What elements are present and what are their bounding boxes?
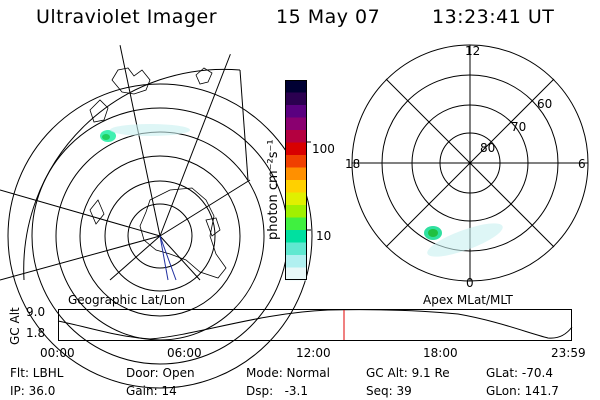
lat-label-80: 80: [480, 141, 496, 155]
altitude-xtick-0600: 06:00: [167, 346, 202, 360]
colorbar-segment: [285, 92, 307, 106]
status-gc-alt: GC Alt: 9.1 Re: [366, 366, 450, 380]
colorbar-segment: [285, 155, 307, 168]
instrument-title: Ultraviolet Imager: [36, 6, 218, 28]
altitude-xtick-1200: 12:00: [296, 346, 331, 360]
colorbar-segment: [285, 242, 307, 256]
colorbar-segment: [285, 230, 307, 243]
colorbar-segment: [285, 105, 307, 118]
status-gain: Gain: 14: [126, 384, 177, 398]
altitude-plot: [57, 309, 573, 341]
status-mode: Mode: Normal: [246, 366, 330, 380]
colorbar-segment: [285, 267, 307, 281]
altitude-xtick-2359: 23:59: [551, 346, 586, 360]
polar-panel-label: Apex MLat/MLT: [423, 293, 513, 307]
mlt-label-bottom: 0: [466, 276, 474, 290]
status-glon: GLon: 141.7: [486, 384, 559, 398]
lat-label-70: 70: [511, 120, 527, 134]
status-ip: IP: 36.0: [10, 384, 56, 398]
status-seq: Seq: 39: [366, 384, 412, 398]
polar-aurora-blob: [424, 223, 503, 257]
colorbar-tick-100: 100: [312, 142, 335, 156]
colorbar-segment: [285, 192, 307, 206]
mlt-label-top: 12: [465, 44, 481, 58]
lat-label-60: 60: [537, 97, 553, 111]
colorbar-segment: [285, 117, 307, 131]
date-label: 15 May 07: [276, 6, 381, 28]
geographic-map: [0, 44, 313, 389]
colorbar-tick-10: 10: [316, 229, 332, 243]
geo-panel-label: Geographic Lat/Lon: [68, 293, 186, 307]
colorbar-segment: [285, 80, 307, 93]
altitude-xtick-1800: 18:00: [423, 346, 458, 360]
colorbar-segment: [285, 167, 307, 181]
altitude-ytick-high: 9.0: [26, 305, 46, 319]
time-label: 13:23:41 UT: [432, 6, 555, 28]
colorbar-label: photon cm⁻²s⁻¹: [266, 139, 281, 240]
status-door: Door: Open: [126, 366, 195, 380]
colorbar-segment: [285, 205, 307, 218]
status-filter: Flt: LBHL: [10, 366, 64, 380]
mlt-label-right: 6: [578, 157, 586, 171]
altitude-xtick-0000: 00:00: [40, 346, 75, 360]
altitude-ylabel: GC Alt: [8, 307, 22, 345]
geo-aurora-blob: [100, 124, 190, 142]
polar-mlat-mlt-plot: [351, 44, 589, 282]
status-glat: GLat: -70.4: [486, 366, 553, 380]
mlt-label-left: 18: [345, 157, 361, 171]
colorbar-segment: [285, 142, 307, 156]
colorbar-segment: [285, 255, 307, 268]
colorbar: [285, 80, 311, 281]
colorbar-segment: [285, 180, 307, 193]
colorbar-segment: [285, 217, 307, 231]
status-dsp: Dsp: -3.1: [246, 384, 309, 398]
colorbar-segment: [285, 130, 307, 143]
altitude-ytick-low: 1.8: [26, 326, 46, 340]
